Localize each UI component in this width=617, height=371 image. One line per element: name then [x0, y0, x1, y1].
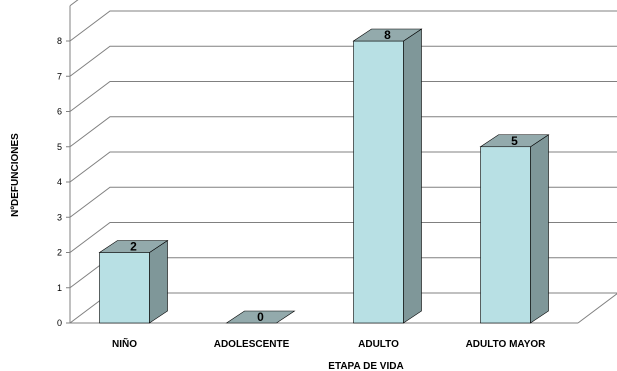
- data-label: 8: [384, 28, 391, 42]
- grid-line-6: [69, 81, 617, 112]
- y-tick-label-7: 7: [57, 71, 62, 81]
- bar-top-face: [98, 240, 169, 253]
- floor-right-edge: [577, 293, 617, 324]
- grid-line-2: [69, 222, 617, 253]
- grid-line-7: [69, 45, 617, 77]
- grid-line-8: [69, 10, 617, 42]
- x-tick-label-4: ADULTO MAYOR: [466, 339, 547, 350]
- y-tick-label-4: 4: [57, 177, 62, 187]
- grid-line-4: [69, 151, 617, 183]
- y-tick-label-2: 2: [57, 248, 62, 258]
- x-tick-label-1: NIÑO: [112, 337, 137, 350]
- bar-4: 5: [479, 134, 550, 324]
- data-label: 2: [130, 240, 137, 254]
- y-tick-label-3: 3: [57, 212, 62, 222]
- y-tick-label-0: 0: [57, 318, 62, 328]
- x-axis-title: ETAPA DE VIDA: [328, 361, 403, 371]
- y-tick-label-5: 5: [57, 142, 62, 152]
- bar-side-face: [149, 239, 168, 324]
- bar-side-face: [403, 28, 422, 324]
- bar-front-face: [353, 40, 404, 324]
- grid-line-top: [69, 0, 79, 7]
- y-tick-labels: 0 1 2 3 4 5 6 7 8: [57, 36, 62, 328]
- bar-2: 0: [225, 310, 296, 324]
- bar-front-face: [480, 146, 531, 324]
- bar-top-face: [479, 134, 550, 148]
- x-tick-label-2: ADOLESCENTE: [214, 339, 290, 350]
- bar-1: 2: [98, 239, 169, 324]
- x-tick-label-3: ADULTO: [358, 339, 399, 350]
- grid-line-5: [69, 116, 617, 148]
- grid-layer: [66, 0, 617, 324]
- x-tick-labels: NIÑO ADOLESCENTE ADULTO ADULTO MAYOR: [112, 337, 546, 350]
- y-tick-label-1: 1: [57, 283, 62, 293]
- bar-front-face: [99, 252, 150, 324]
- bar-3: 8: [352, 28, 423, 324]
- y-tick-label-6: 6: [57, 107, 62, 117]
- data-label: 5: [511, 134, 518, 148]
- y-tick-label-8: 8: [57, 36, 62, 46]
- grid-line-3: [69, 186, 617, 218]
- bar-top-face: [225, 310, 296, 324]
- bar-side-face: [530, 134, 549, 324]
- y-axis-title: NºDEFUNCIONES: [10, 133, 21, 217]
- bar-top-face: [352, 28, 423, 42]
- data-label: 0: [257, 310, 264, 324]
